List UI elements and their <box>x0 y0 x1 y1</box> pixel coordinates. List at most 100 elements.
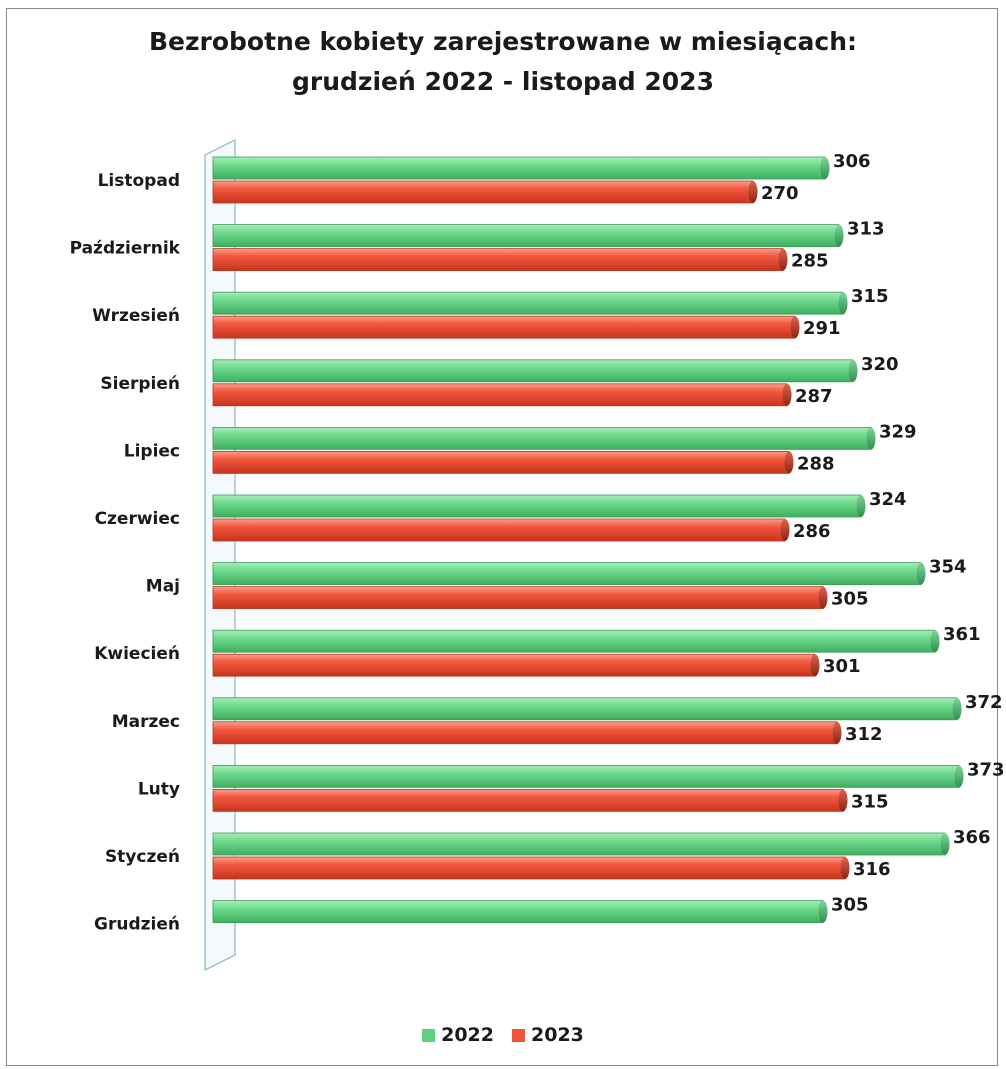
category-label-marzec: Marzec <box>112 712 180 732</box>
bar-cap-2022-kwiecien <box>930 630 940 653</box>
category-label-maj: Maj <box>146 577 180 597</box>
bar-2023-wrzesien <box>212 315 800 339</box>
bar-body-2022-wrzesien <box>212 291 844 315</box>
value-label-2023-marzec: 312 <box>845 724 883 745</box>
bar-2023-luty <box>212 789 848 812</box>
bar-2023-marzec <box>212 721 842 745</box>
bar-body-2022-luty <box>212 765 960 788</box>
bar-body-2022-lipiec <box>212 426 872 450</box>
value-label-2022-luty: 373 <box>967 759 1005 780</box>
value-label-2023-czerwiec: 286 <box>793 521 831 542</box>
value-label-2022-czerwiec: 324 <box>869 489 907 510</box>
bar-2022-maj <box>212 562 926 585</box>
bar-cap-2023-pazdziernik <box>778 248 788 271</box>
category-label-lipiec: Lipiec <box>124 441 180 461</box>
bar-body-2022-maj <box>212 562 922 585</box>
bar-body-2023-wrzesien <box>212 315 796 339</box>
bar-cap-2023-listopad <box>748 181 758 203</box>
bar-cap-2022-luty <box>954 765 964 788</box>
bar-body-2023-marzec <box>212 721 838 745</box>
bar-2023-pazdziernik <box>212 248 788 272</box>
bar-cap-2022-listopad <box>820 157 830 179</box>
bar-cap-2022-sierpien <box>848 359 858 382</box>
bar-body-2022-sierpien <box>212 359 854 383</box>
category-label-pazdziernik: Październik <box>70 239 181 259</box>
bar-body-2023-kwiecien <box>212 653 816 677</box>
bar-body-2023-maj <box>212 586 824 609</box>
category-label-czerwiec: Czerwiec <box>95 509 180 529</box>
bar-2022-sierpien <box>212 359 858 383</box>
bar-cap-2023-kwiecien <box>810 654 820 677</box>
bar-cap-2022-marzec <box>952 697 962 720</box>
bar-cap-2022-pazdziernik <box>834 224 844 247</box>
bar-cap-2023-styczen <box>840 857 850 879</box>
bar-2022-wrzesien <box>212 291 848 315</box>
chart-title-line-2: grudzień 2022 - listopad 2023 <box>292 67 714 96</box>
bar-2022-lipiec <box>212 426 876 450</box>
bar-2023-styczen <box>212 856 850 880</box>
bar-2023-sierpien <box>212 383 792 407</box>
category-label-kwiecien: Kwiecień <box>94 644 180 664</box>
bar-2022-listopad <box>212 156 830 180</box>
legend-item-2022: 2022 <box>422 1024 494 1046</box>
value-label-2022-marzec: 372 <box>965 692 1003 713</box>
category-label-luty: Luty <box>138 779 180 799</box>
bar-body-2022-grudzien <box>212 900 824 923</box>
bar-2022-kwiecien <box>212 629 940 653</box>
labels-layer: Listopad 306 270 Październik 313 285 Wrzesień 3… <box>70 151 1005 935</box>
category-label-wrzesien: Wrzesień <box>92 306 180 326</box>
value-label-2023-styczen: 316 <box>853 859 891 880</box>
bar-cap-2023-maj <box>818 586 828 609</box>
bar-cap-2023-sierpien <box>782 383 792 406</box>
bar-cap-2023-luty <box>838 789 848 812</box>
bar-2022-luty <box>212 765 964 788</box>
bar-cap-2022-lipiec <box>866 427 876 450</box>
value-label-2022-kwiecien: 361 <box>943 624 981 645</box>
bar-body-2023-pazdziernik <box>212 248 784 272</box>
bar-body-2023-czerwiec <box>212 518 786 542</box>
bar-body-2023-sierpien <box>212 383 788 407</box>
bar-2022-styczen <box>212 832 950 856</box>
value-label-2022-maj: 354 <box>929 557 967 578</box>
category-label-styczen: Styczeń <box>105 847 180 867</box>
bar-cap-2023-czerwiec <box>780 519 790 541</box>
bar-2022-marzec <box>212 697 962 721</box>
value-label-2023-maj: 305 <box>831 589 869 610</box>
bar-body-2022-kwiecien <box>212 629 936 653</box>
value-label-2022-lipiec: 329 <box>879 421 917 442</box>
bar-cap-2022-czerwiec <box>856 495 866 517</box>
chart-title-line-1: Bezrobotne kobiety zarejestrowane w mies… <box>148 27 858 56</box>
legend-swatch-2022 <box>422 1028 436 1042</box>
value-label-2023-pazdziernik: 285 <box>791 251 829 272</box>
bar-body-2022-listopad <box>212 156 826 180</box>
value-label-2023-sierpien: 287 <box>795 386 833 407</box>
bar-body-2023-listopad <box>212 180 754 204</box>
bar-cap-2022-grudzien <box>818 900 828 923</box>
value-label-2022-wrzesien: 315 <box>851 286 889 307</box>
bar-body-2022-pazdziernik <box>212 224 840 248</box>
value-label-2022-grudzien: 305 <box>831 895 869 916</box>
bar-cap-2023-marzec <box>832 721 842 744</box>
category-label-sierpien: Sierpień <box>100 374 180 394</box>
bar-2022-czerwiec <box>212 494 866 518</box>
category-label-grudzien: Grudzień <box>94 915 180 935</box>
legend: 2022 2023 <box>0 1024 1006 1046</box>
value-label-2022-sierpien: 320 <box>861 354 899 375</box>
chart-title: Bezrobotne kobiety zarejestrowane w mies… <box>0 22 1006 102</box>
bar-2023-kwiecien <box>212 653 820 677</box>
axis-wall-panel <box>204 139 236 971</box>
bar-body-2022-marzec <box>212 697 958 721</box>
bar-2022-grudzien <box>212 900 828 923</box>
bar-2023-maj <box>212 586 828 609</box>
value-label-2022-listopad: 306 <box>833 151 871 172</box>
axis-wall <box>204 139 236 971</box>
bar-body-2022-styczen <box>212 832 946 856</box>
category-label-listopad: Listopad <box>98 171 180 191</box>
bar-body-2023-lipiec <box>212 450 790 474</box>
bar-body-2023-styczen <box>212 856 846 880</box>
bar-cap-2023-wrzesien <box>790 316 800 339</box>
bars-layer <box>212 156 964 923</box>
legend-label-2023: 2023 <box>531 1024 584 1046</box>
value-label-2022-styczen: 366 <box>953 827 991 848</box>
